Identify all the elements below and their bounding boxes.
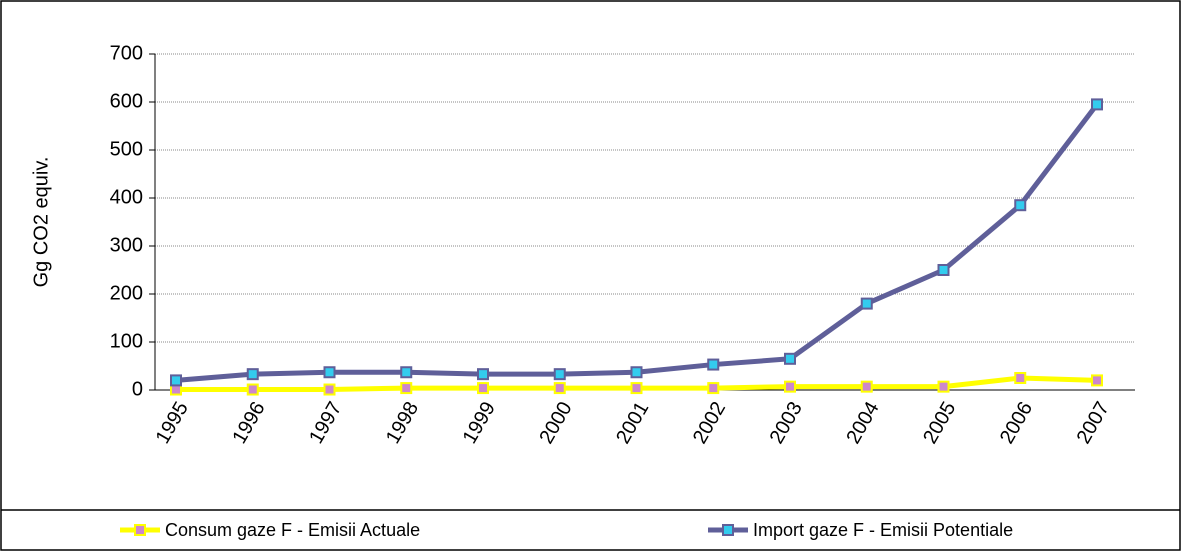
x-tick-label: 2002 bbox=[689, 398, 730, 448]
point-marker bbox=[860, 297, 873, 310]
y-tick-label: 0 bbox=[132, 378, 143, 400]
y-tick-label: 300 bbox=[110, 234, 143, 256]
y-tick-label: 200 bbox=[110, 282, 143, 304]
point-marker bbox=[400, 382, 413, 395]
point-marker bbox=[477, 368, 489, 381]
legend-label: Consum gaze F - Emisii Actuale bbox=[165, 520, 420, 540]
point-marker bbox=[784, 352, 796, 365]
x-tick-label: 2007 bbox=[1073, 398, 1114, 448]
point-marker bbox=[553, 368, 566, 381]
point-marker bbox=[323, 366, 336, 379]
x-tick-label: 1997 bbox=[305, 398, 346, 448]
point-marker bbox=[937, 264, 950, 276]
legend-marker bbox=[722, 524, 734, 536]
y-tick-label: 600 bbox=[110, 90, 143, 112]
x-tick-label: 1996 bbox=[228, 398, 269, 448]
point-marker bbox=[553, 382, 566, 395]
point-marker bbox=[630, 366, 643, 379]
point-marker bbox=[1091, 374, 1103, 387]
point-marker bbox=[1091, 98, 1103, 111]
point-marker bbox=[400, 366, 413, 379]
point-marker bbox=[1014, 372, 1027, 384]
x-tick-label: 2000 bbox=[535, 398, 576, 448]
x-tick-label: 2001 bbox=[612, 398, 653, 448]
point-marker bbox=[246, 368, 259, 381]
point-marker bbox=[630, 382, 643, 395]
legend-item: Consum gaze F - Emisii Actuale bbox=[120, 520, 420, 540]
point-marker bbox=[323, 383, 336, 396]
point-marker bbox=[1014, 199, 1027, 212]
point-marker bbox=[707, 358, 720, 371]
point-marker bbox=[477, 382, 489, 395]
y-axis-label: Gg CO2 equiv. bbox=[30, 157, 52, 288]
legend-label: Import gaze F - Emisii Potentiale bbox=[753, 520, 1013, 540]
point-marker bbox=[784, 380, 796, 393]
point-marker bbox=[707, 382, 720, 395]
y-tick-label: 100 bbox=[110, 330, 143, 352]
x-tick-label: 1998 bbox=[382, 398, 423, 448]
point-marker bbox=[860, 380, 873, 393]
y-tick-label: 700 bbox=[110, 42, 143, 64]
point-marker bbox=[246, 383, 259, 396]
point-marker bbox=[170, 374, 182, 387]
y-tick-label: 400 bbox=[110, 186, 143, 208]
x-tick-label: 2005 bbox=[919, 398, 960, 448]
x-tick-label: 1995 bbox=[152, 398, 193, 448]
point-marker bbox=[937, 380, 950, 393]
x-tick-label: 2006 bbox=[996, 398, 1037, 448]
series-line bbox=[175, 102, 1099, 383]
x-tick-label: 2004 bbox=[842, 398, 883, 448]
legend-item: Import gaze F - Emisii Potentiale bbox=[708, 520, 1013, 540]
x-tick-label: 2003 bbox=[766, 398, 807, 448]
x-tick-label: 1999 bbox=[459, 398, 500, 448]
y-tick-label: 500 bbox=[110, 138, 143, 160]
legend-marker bbox=[134, 524, 146, 536]
